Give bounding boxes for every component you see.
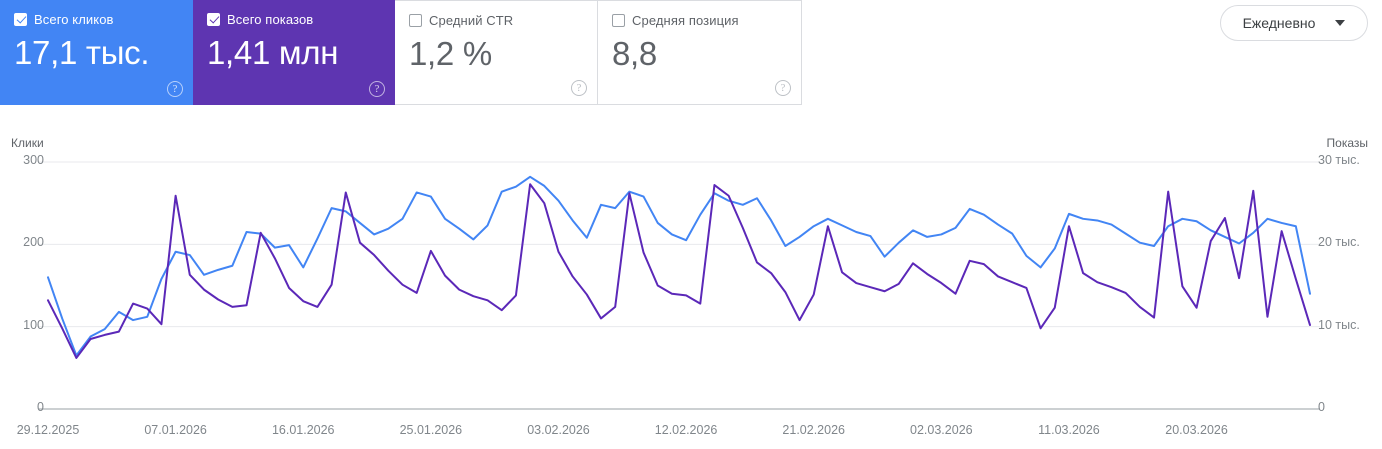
metric-card-clicks-header: Всего кликов [14,10,179,28]
metric-card-ctr-value: 1,2 % [409,35,492,72]
help-icon[interactable]: ? [369,81,385,97]
metric-card-clicks-value: 17,1 тыс. [14,34,150,71]
x-axis-tick: 21.02.2026 [782,423,845,437]
checkbox-impressions[interactable] [207,12,220,26]
y-axis-tick-left: 100 [23,317,44,332]
chart-series-impressions [47,183,1311,359]
metric-cards: Всего кликов 17,1 тыс. ? Всего показов 1… [0,0,802,105]
checkbox-ctr[interactable] [409,13,422,27]
y-axis-tick-right: 30 тыс. [1318,153,1360,167]
x-axis-tick: 16.01.2026 [271,423,335,437]
metric-card-impressions[interactable]: Всего показов 1,41 млн ? [193,0,395,105]
metric-card-ctr-label: Средний CTR [429,12,514,28]
help-icon[interactable]: ? [571,80,587,96]
x-axis-tick: 12.02.2026 [654,423,718,437]
metric-card-impressions-label: Всего показов [227,11,314,27]
metric-card-position-label: Средняя позиция [632,12,739,28]
x-axis-tick: 02.03.2026 [910,423,973,437]
checkbox-position[interactable] [612,13,625,27]
help-icon[interactable]: ? [167,81,183,97]
y-axis-tick-right: 20 тыс. [1318,235,1360,250]
metric-card-position[interactable]: Средняя позиция 8,8 ? [598,0,802,105]
x-axis-tick: 07.01.2026 [144,423,207,437]
x-axis-tick: 20.03.2026 [1165,423,1228,437]
chevron-down-icon [1335,20,1346,26]
x-axis-tick: 03.02.2026 [527,423,590,437]
x-axis-tick: 29.12.2025 [16,423,80,437]
chart-area: Клики Показы 0 0 100 10 тыс. 200 20 тыс. 300 30… [0,105,1382,449]
chart-series-clicks [47,175,1311,357]
y-axis-tick-left: 200 [23,235,44,250]
metric-card-impressions-value: 1,41 млн [207,34,339,71]
metric-card-impressions-header: Всего показов [207,10,381,28]
metric-card-ctr[interactable]: Средний CTR 1,2 % ? [395,0,598,105]
period-dropdown[interactable]: Ежедневно [1220,5,1368,41]
chart-plot [38,161,1320,410]
metric-card-position-header: Средняя позиция [612,11,787,29]
y-axis-tick-right: 10 тыс. [1318,317,1360,332]
y-axis-tick-left: 0 [37,400,44,414]
y-axis-tick-left: 300 [23,153,44,167]
checkbox-clicks[interactable] [14,12,27,26]
y-axis-tick-right: 0 [1318,400,1325,414]
x-axis-tick: 11.03.2026 [1038,423,1100,437]
metric-card-position-value: 8,8 [612,35,657,72]
metric-card-ctr-header: Средний CTR [409,11,583,29]
metric-card-clicks[interactable]: Всего кликов 17,1 тыс. ? [0,0,193,105]
y-axis-title-left: Клики [11,136,44,150]
period-dropdown-label: Ежедневно [1242,15,1316,31]
metric-card-clicks-label: Всего кликов [34,11,114,27]
y-axis-title-right: Показы [1326,136,1368,150]
help-icon[interactable]: ? [775,80,791,96]
x-axis-tick: 25.01.2026 [399,423,463,437]
